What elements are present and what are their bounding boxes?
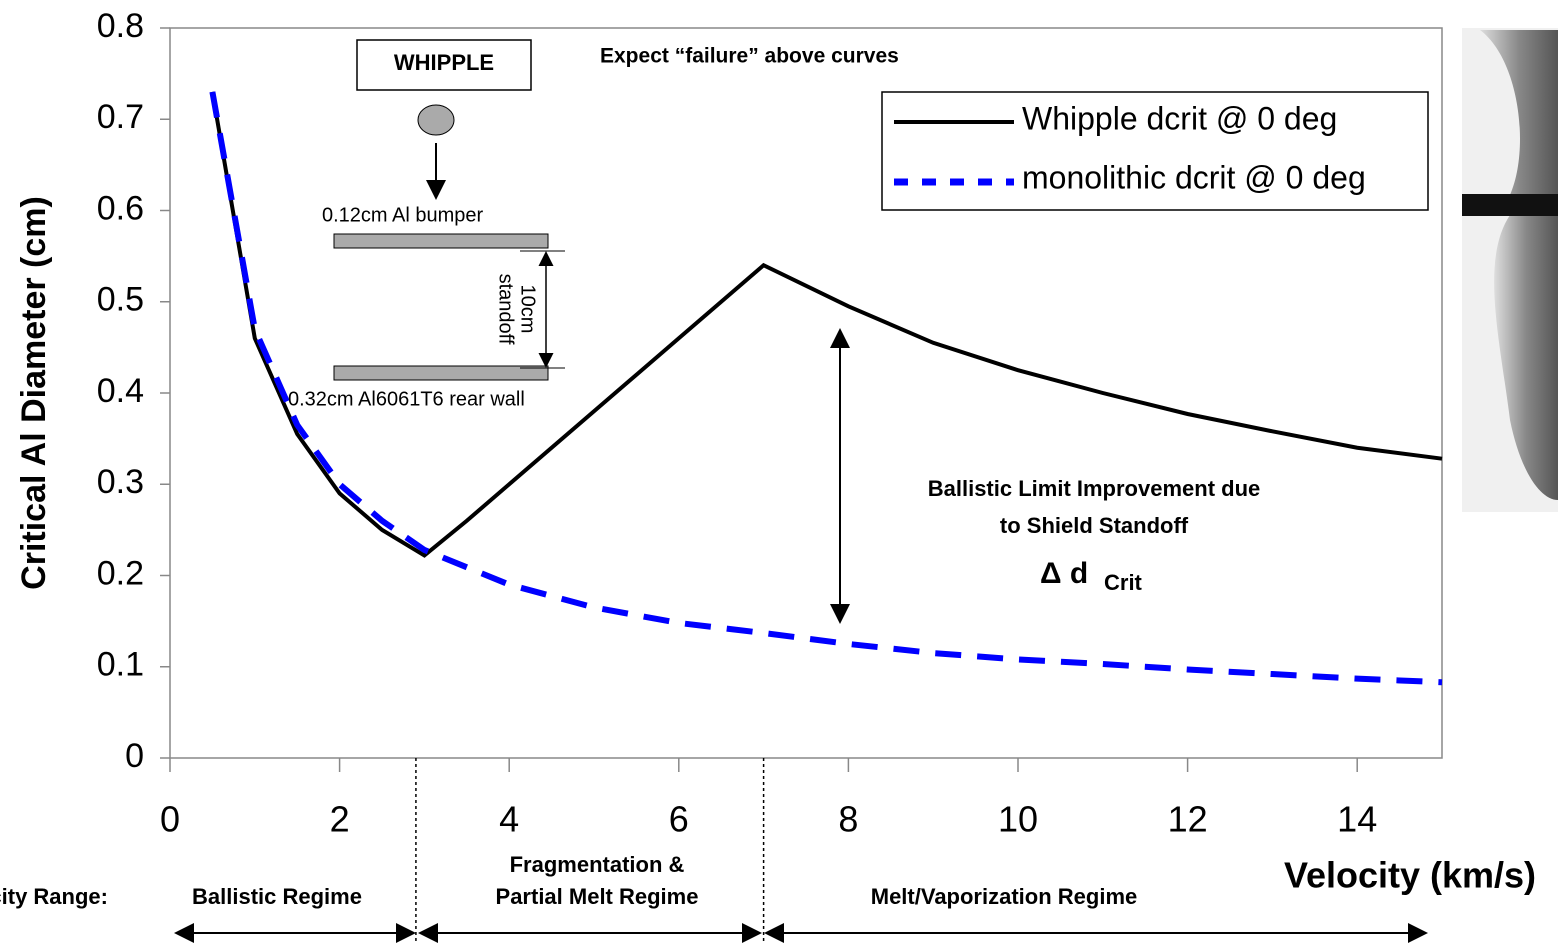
x-tick-label: 12 — [1168, 799, 1208, 840]
annotation: 0.32cm Al6061T6 rear wall — [288, 388, 525, 410]
y-tick-label: 0.6 — [97, 189, 144, 227]
annotation: Expect “failure” above curves — [600, 45, 899, 68]
projectile — [418, 105, 454, 135]
annotation: standoff — [495, 274, 517, 345]
bumper-plate — [334, 234, 548, 248]
x-tick-label: 4 — [499, 799, 519, 840]
annotation: Velocity Range: — [0, 884, 108, 909]
x-tick-label: 0 — [160, 799, 180, 840]
x-tick-label: 14 — [1337, 799, 1377, 840]
x-tick-label: 6 — [669, 799, 689, 840]
x-tick-label: 10 — [998, 799, 1038, 840]
y-tick-label: 0.4 — [97, 372, 144, 410]
regime-label: Fragmentation & — [510, 852, 685, 877]
y-tick-label: 0.2 — [97, 554, 144, 592]
y-tick-label: 0.3 — [97, 463, 144, 501]
photo — [1462, 28, 1558, 512]
y-tick-label: 0.1 — [97, 646, 144, 684]
x-axis-label: Velocity (km/s) — [1284, 855, 1536, 896]
rear-wall-plate — [334, 366, 548, 380]
annotation: Ballistic Limit Improvement due — [928, 476, 1261, 501]
annotation: Δ d — [1040, 557, 1088, 590]
legend-label: monolithic dcrit @ 0 deg — [1022, 159, 1366, 195]
annotation: to Shield Standoff — [1000, 513, 1189, 538]
annotation: WHIPPLE — [394, 50, 494, 75]
annotation: Crit — [1104, 570, 1143, 595]
annotation: 10cm — [517, 285, 539, 334]
y-tick-label: 0.7 — [97, 98, 144, 136]
y-tick-label: 0.8 — [97, 7, 144, 45]
x-tick-label: 8 — [838, 799, 858, 840]
y-tick-label: 0 — [125, 737, 144, 775]
x-tick-label: 2 — [330, 799, 350, 840]
chart: 0 0.1 0.2 0.3 0.4 0.5 0.6 0.7 0.8 0 2 4 6 8 10 12 14 Cri… — [0, 0, 1558, 944]
y-tick-label: 0.5 — [97, 281, 144, 319]
regime-label: Melt/Vaporization Regime — [871, 884, 1138, 909]
y-axis-label: Critical Al Diameter (cm) — [15, 196, 53, 590]
regime-label: Ballistic Regime — [192, 884, 362, 909]
legend-label: Whipple dcrit @ 0 deg — [1022, 100, 1337, 136]
annotation: 0.12cm Al bumper — [322, 204, 484, 226]
regime-label: Partial Melt Regime — [496, 884, 699, 909]
